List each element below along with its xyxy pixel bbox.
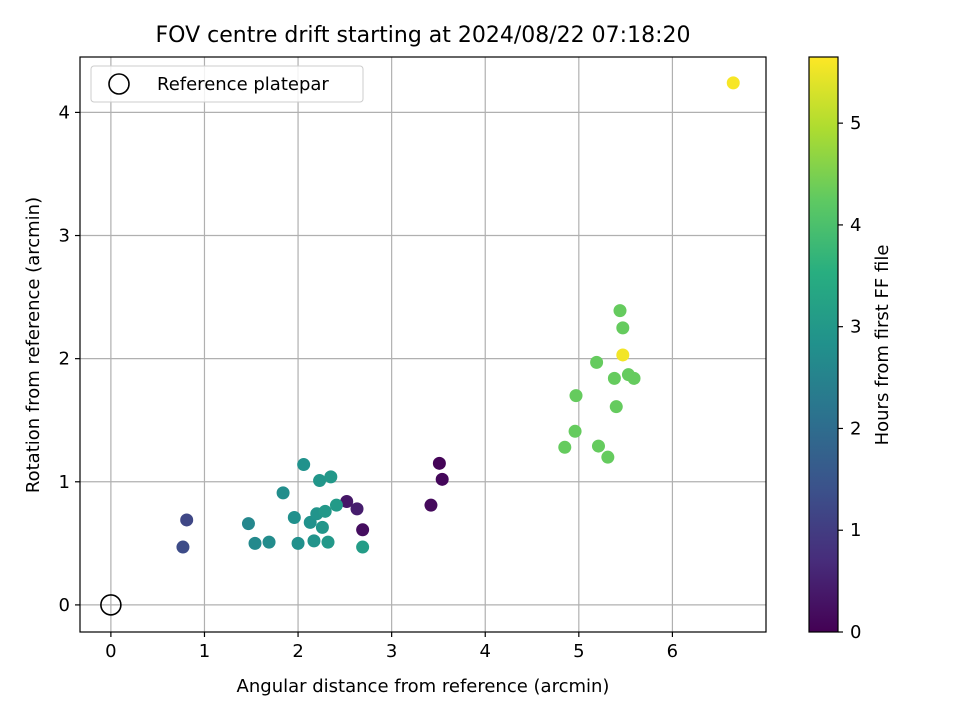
x-tick-label: 3 <box>386 641 397 662</box>
data-point <box>590 355 604 369</box>
y-tick-label: 2 <box>59 349 70 370</box>
x-tick-label: 5 <box>573 641 584 662</box>
data-point <box>601 450 615 464</box>
data-points <box>176 76 740 554</box>
data-point <box>350 502 364 516</box>
colorbar-tick-label: 0 <box>850 622 861 643</box>
chart-title: FOV centre drift starting at 2024/08/22 … <box>156 23 691 48</box>
colorbar-gradient <box>808 56 839 633</box>
colorbar-tick-label: 2 <box>850 418 861 439</box>
colorbar-label: Hours from first FF file <box>872 245 893 446</box>
data-point <box>324 470 338 484</box>
x-tick-label: 0 <box>105 641 116 662</box>
data-point <box>307 534 321 548</box>
data-point <box>356 540 370 554</box>
colorbar-tick-label: 4 <box>850 215 861 236</box>
data-point <box>262 535 276 549</box>
data-point <box>607 371 621 385</box>
colorbar-tick-label: 3 <box>850 317 861 338</box>
x-axis-label: Angular distance from reference (arcmin) <box>237 676 610 697</box>
data-point <box>241 517 255 531</box>
y-tick-label: 4 <box>59 102 70 123</box>
data-point <box>340 494 354 508</box>
data-point <box>180 513 194 527</box>
y-tick-label: 3 <box>59 226 70 247</box>
data-point <box>276 486 290 500</box>
data-point <box>609 400 623 414</box>
data-point <box>591 439 605 453</box>
colorbar-tick-label: 5 <box>850 113 861 134</box>
data-point <box>616 321 630 335</box>
data-point <box>297 458 311 472</box>
data-point <box>424 498 438 512</box>
legend-box <box>90 65 364 103</box>
x-tick-label: 4 <box>480 641 491 662</box>
x-tick-label: 6 <box>667 641 678 662</box>
y-axis-label: Rotation from reference (arcmin) <box>23 197 44 493</box>
data-point <box>291 536 305 550</box>
data-point <box>569 389 583 403</box>
data-point <box>613 304 627 318</box>
data-point <box>616 348 630 362</box>
grid-lines <box>80 57 766 632</box>
data-point <box>176 540 190 554</box>
axis-ticks: 0 1 2 3 4 5 6 0 1 2 3 4 <box>59 102 679 662</box>
y-tick-label: 1 <box>59 472 70 493</box>
y-tick-label: 0 <box>59 595 70 616</box>
data-point <box>435 472 449 486</box>
data-point <box>321 535 335 549</box>
legend: Reference platepar <box>90 65 364 103</box>
data-point <box>318 504 332 518</box>
data-point <box>313 474 327 488</box>
data-point <box>627 371 641 385</box>
data-point <box>568 424 582 438</box>
colorbar-tick-label: 1 <box>850 520 861 541</box>
data-point <box>287 510 301 524</box>
colorbar: 0 1 2 3 4 5 Hours from first FF file <box>808 56 893 643</box>
colorbar-ticks: 0 1 2 3 4 5 <box>838 113 861 643</box>
data-point <box>558 440 572 454</box>
data-point <box>248 536 262 550</box>
x-tick-label: 1 <box>199 641 210 662</box>
x-tick-label: 2 <box>292 641 303 662</box>
data-point <box>356 523 370 537</box>
data-point <box>315 520 329 534</box>
data-point <box>432 456 446 470</box>
plot-frame <box>79 56 767 633</box>
data-point <box>726 76 740 90</box>
reference-platepar-marker <box>100 594 122 616</box>
legend-marker-icon <box>108 73 130 95</box>
legend-label: Reference platepar <box>157 74 329 95</box>
data-point <box>329 498 343 512</box>
